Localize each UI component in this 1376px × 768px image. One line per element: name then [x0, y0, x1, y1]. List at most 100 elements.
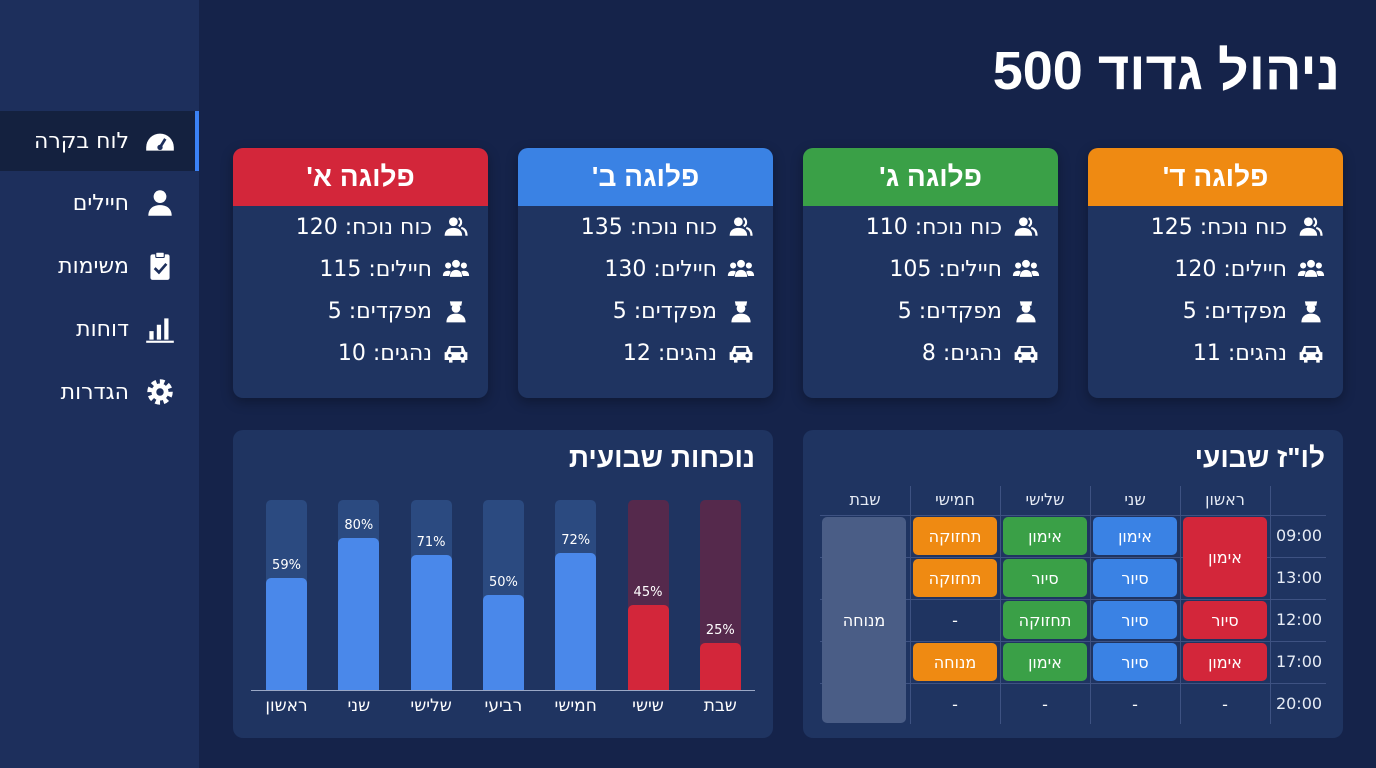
sidebar-item-0[interactable]: לוח בקרה	[0, 111, 199, 171]
x-tick-label: חמישי	[554, 696, 597, 716]
time-label: 09:00	[1275, 526, 1323, 545]
bar-value-label: 59%	[272, 557, 301, 573]
schedule-cell[interactable]: מנוחה	[822, 517, 906, 723]
schedule-cell[interactable]: תחזוקה	[1003, 601, 1087, 639]
company-stat: חיילים: 115	[233, 248, 488, 290]
stat-text: כוח נוכח: 120	[295, 214, 432, 240]
schedule-cell[interactable]: אימון	[1183, 517, 1267, 597]
day-header: שבת	[849, 490, 881, 509]
x-tick-label: שני	[347, 696, 371, 716]
bar-chart-icon	[146, 318, 174, 343]
bar-track	[555, 500, 597, 690]
company-name: פלוגה א'	[233, 148, 488, 206]
bar-track	[338, 500, 380, 690]
bar	[266, 577, 307, 690]
sidebar-item-4[interactable]: הגדרות	[0, 362, 199, 422]
day-header: חמישי	[935, 490, 975, 509]
officer-icon	[1016, 301, 1036, 323]
stat-text: מפקדים: 5	[612, 298, 717, 324]
stat-text: נהגים: 10	[337, 340, 432, 366]
company-stat: חיילים: 105	[803, 248, 1058, 290]
schedule-cell[interactable]: תחזוקה	[913, 517, 997, 555]
schedule-cell: -	[1222, 694, 1228, 714]
company-stat: כוח נוכח: 125	[1088, 206, 1343, 248]
company-card[interactable]: פלוגה ב' כוח נוכח: 135 חיילים: 130 מפקדים: …	[518, 148, 773, 398]
stat-text: מפקדים: 5	[1182, 298, 1287, 324]
sidebar-item-label: הגדרות	[60, 379, 129, 405]
time-label: 17:00	[1275, 652, 1323, 671]
sidebar-item-2[interactable]: משימות	[0, 236, 199, 296]
company-card[interactable]: פלוגה ד' כוח נוכח: 125 חיילים: 120 מפקדים: …	[1088, 148, 1343, 398]
grid-line	[820, 599, 1326, 600]
attendance-panel: נוכחות שבועית 59% ראשון 80% שני 71% שלישי 50% ר…	[233, 430, 773, 738]
stat-text: חיילים: 130	[604, 256, 717, 282]
company-name: פלוגה ב'	[518, 148, 773, 206]
schedule-cell[interactable]: אימון	[1183, 643, 1267, 681]
schedule-cell[interactable]: סיור	[1003, 559, 1087, 597]
bar-track	[627, 500, 669, 690]
schedule-title: לו"ז שבועי	[1194, 442, 1325, 473]
schedule-cell[interactable]: סיור	[1093, 601, 1177, 639]
sidebar-item-1[interactable]: חיילים	[0, 173, 199, 233]
company-card[interactable]: פלוגה א' כוח נוכח: 120 חיילים: 115 מפקדים: …	[233, 148, 488, 398]
schedule-table: ראשון שני שלישי חמישי שבת 09:00 13:00 12:00 17:0…	[820, 486, 1326, 724]
sidebar: לוח בקרה חיילים משימות דוחות הגדרות	[0, 0, 199, 768]
group-icon	[727, 259, 755, 277]
grid-line	[820, 557, 1326, 558]
schedule-cell[interactable]: מנוחה	[913, 643, 997, 681]
bar	[482, 595, 524, 690]
stat-text: כוח נוכח: 125	[1150, 214, 1287, 240]
company-stat: כוח נוכח: 110	[803, 206, 1058, 248]
bar-track	[410, 500, 452, 690]
user-icon	[148, 190, 172, 216]
schedule-cell: -	[1132, 694, 1138, 714]
company-stat: נהגים: 12	[518, 332, 773, 374]
schedule-cell[interactable]: אימון	[1003, 643, 1087, 681]
company-stat: מפקדים: 5	[518, 290, 773, 332]
bar-track	[266, 500, 307, 690]
schedule-cell[interactable]: סיור	[1093, 643, 1177, 681]
stat-text: נהגים: 12	[622, 340, 717, 366]
company-card[interactable]: פלוגה ג' כוח נוכח: 110 חיילים: 105 מפקדים: …	[803, 148, 1058, 398]
sidebar-item-label: לוח בקרה	[34, 128, 129, 154]
bar	[338, 538, 380, 690]
time-label: 20:00	[1275, 694, 1323, 713]
officer-icon	[1301, 301, 1321, 323]
stat-text: כוח נוכח: 110	[865, 214, 1002, 240]
schedule-cell: -	[952, 610, 958, 630]
car-icon	[729, 346, 753, 363]
company-name: פלוגה ד'	[1088, 148, 1343, 206]
company-name: פלוגה ג'	[803, 148, 1058, 206]
bar-value-label: 50%	[488, 575, 518, 590]
schedule-cell[interactable]: אימון	[1003, 517, 1087, 555]
grid-line	[1270, 486, 1271, 724]
schedule-cell[interactable]: סיור	[1093, 559, 1177, 597]
stat-text: נהגים: 8	[921, 340, 1002, 366]
bar-value-label: 80%	[344, 518, 374, 533]
grid-line	[1180, 486, 1181, 724]
sidebar-item-label: משימות	[58, 253, 129, 279]
stat-text: נהגים: 11	[1192, 340, 1287, 366]
stat-text: מפקדים: 5	[327, 298, 432, 324]
bar-value-label: 45%	[633, 584, 663, 600]
car-icon	[1299, 346, 1323, 363]
grid-line	[820, 683, 1326, 684]
schedule-cell[interactable]: תחזוקה	[913, 559, 997, 597]
sidebar-item-3[interactable]: דוחות	[0, 299, 199, 359]
day-header: שני	[1124, 490, 1146, 509]
bar	[699, 642, 741, 690]
bar	[410, 555, 452, 690]
clipboard-check-icon	[150, 251, 170, 280]
sidebar-item-label: חיילים	[72, 190, 129, 216]
x-axis	[251, 690, 755, 691]
bar	[627, 604, 669, 690]
stat-text: חיילים: 115	[319, 256, 432, 282]
car-icon	[444, 346, 468, 363]
schedule-cell[interactable]: אימון	[1093, 517, 1177, 555]
grid-line	[820, 641, 1326, 642]
officer-icon	[446, 301, 466, 323]
bar-value-label: 72%	[561, 533, 591, 549]
stat-text: חיילים: 120	[1174, 256, 1287, 282]
company-stat: חיילים: 120	[1088, 248, 1343, 290]
schedule-cell[interactable]: סיור	[1183, 601, 1267, 639]
